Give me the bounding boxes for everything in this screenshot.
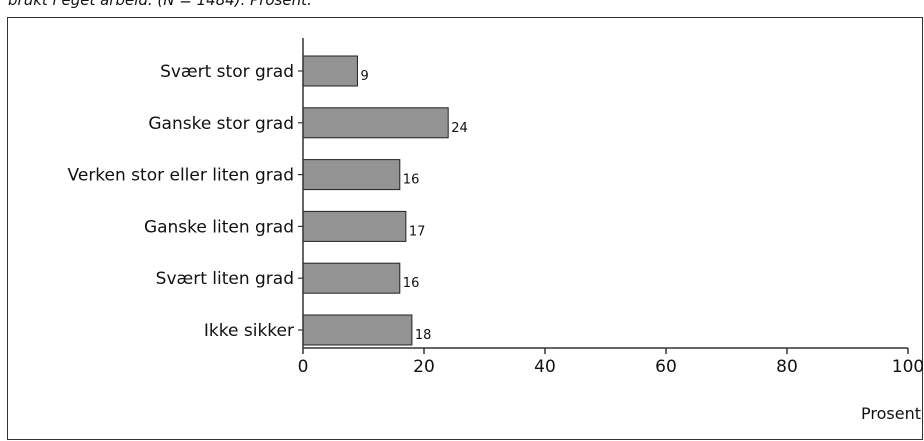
bar-value-label: 17 xyxy=(409,224,426,239)
bar-value-label: 16 xyxy=(403,173,420,188)
x-tick-label: 100 xyxy=(892,357,924,377)
category-label: Svært liten grad xyxy=(156,269,294,289)
bar-value-label: 9 xyxy=(360,69,368,84)
category-label: Verken stor eller liten grad xyxy=(68,166,294,186)
x-tick-label: 80 xyxy=(776,357,798,377)
x-tick-label: 60 xyxy=(655,357,677,377)
bar xyxy=(302,210,407,242)
bar xyxy=(302,55,358,87)
chart-frame xyxy=(7,17,923,440)
x-axis-title: Prosent xyxy=(861,404,921,423)
category-label: Ikke sikker xyxy=(204,321,294,341)
bar-value-label: 16 xyxy=(403,276,420,291)
x-tick-label: 40 xyxy=(534,357,556,377)
bars-layer: 9 24 16 17 16 18 xyxy=(302,55,468,346)
x-tick-label: 0 xyxy=(298,357,309,377)
chart-caption: brukt i eget arbeid. (N = 1484). Prosent… xyxy=(8,0,312,9)
bar xyxy=(302,107,449,139)
bar xyxy=(302,159,401,191)
category-label: Svært stor grad xyxy=(160,62,294,82)
category-label: Ganske liten grad xyxy=(144,217,294,237)
category-label: Ganske stor grad xyxy=(148,114,294,134)
axis-layer: 0 20 40 60 80 100 Svært stor grad Ganske stor g… xyxy=(68,38,924,377)
x-tick-label: 20 xyxy=(413,357,435,377)
bar xyxy=(302,314,413,346)
bar xyxy=(302,262,401,294)
bar-value-label: 18 xyxy=(415,328,432,343)
bar-value-label: 24 xyxy=(451,121,468,136)
